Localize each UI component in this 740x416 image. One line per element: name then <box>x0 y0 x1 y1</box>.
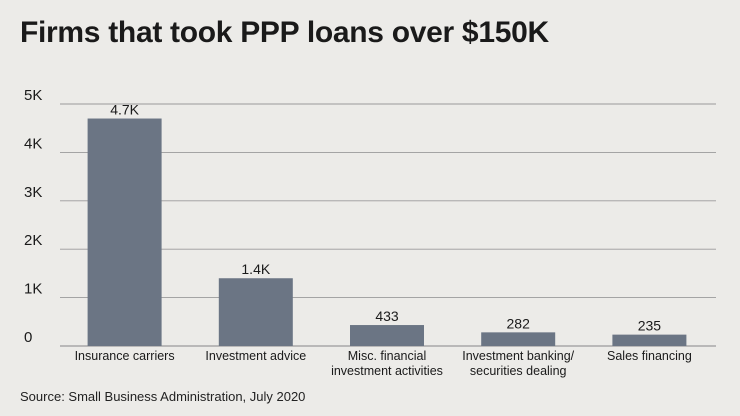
data-label: 235 <box>638 318 662 334</box>
x-tick-label: securities dealing <box>470 364 567 378</box>
source-note: Source: Small Business Administration, J… <box>20 389 306 404</box>
y-tick-label: 3K <box>24 184 42 201</box>
x-tick-label: Insurance carriers <box>75 349 175 363</box>
x-tick-label: Investment banking/ <box>462 349 574 363</box>
y-tick-label: 1K <box>24 281 42 298</box>
data-label: 4.7K <box>110 102 139 118</box>
x-tick-label: Investment advice <box>205 349 306 363</box>
y-tick-label: 4K <box>24 135 42 152</box>
data-label: 1.4K <box>241 261 270 277</box>
bar <box>350 325 424 346</box>
x-tick-label: investment activities <box>331 364 443 378</box>
x-tick-label: Sales financing <box>607 349 692 363</box>
x-tick-label: Misc. financial <box>348 349 427 363</box>
data-label: 282 <box>507 315 531 331</box>
bar <box>87 118 162 347</box>
y-tick-label: 5K <box>24 87 42 104</box>
bar <box>218 278 293 346</box>
y-tick-label: 0 <box>24 329 32 346</box>
y-tick-label: 2K <box>24 232 42 249</box>
bar <box>612 334 687 346</box>
bar <box>481 332 556 346</box>
chart-title: Firms that took PPP loans over $150K <box>20 16 549 49</box>
data-label: 433 <box>375 308 399 324</box>
